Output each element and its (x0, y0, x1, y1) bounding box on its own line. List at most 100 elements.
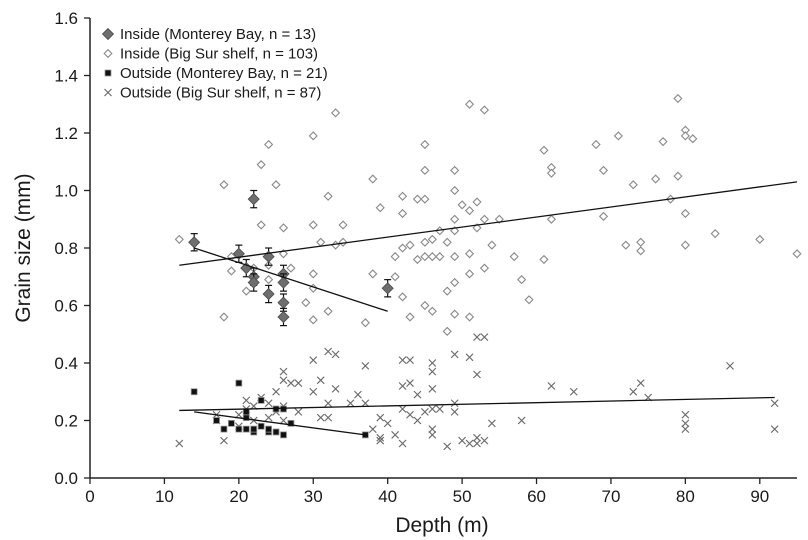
data-point (376, 413, 385, 422)
data-point (435, 405, 444, 413)
data-point (277, 276, 290, 289)
y-tick-label: 0.6 (54, 297, 78, 316)
data-point (324, 347, 333, 356)
y-axis-title: Grain size (mm) (12, 173, 35, 322)
x-tick-label: 30 (304, 487, 323, 506)
data-point (450, 165, 460, 175)
data-point (309, 387, 318, 396)
data-point (375, 203, 385, 213)
data-point (770, 425, 779, 434)
data-point (457, 200, 467, 210)
data-point (277, 310, 290, 324)
data-point (174, 234, 184, 244)
data-point (651, 174, 661, 184)
data-point (569, 387, 578, 396)
data-point (412, 254, 423, 265)
trend-line (193, 247, 388, 312)
data-point (464, 99, 475, 109)
data-point (465, 353, 474, 362)
data-point (397, 292, 408, 302)
data-point (316, 376, 325, 385)
data-point (598, 211, 609, 221)
data-point (420, 407, 429, 416)
data-point (264, 139, 274, 150)
data-point (428, 430, 437, 439)
x-tick-label: 90 (750, 487, 769, 506)
data-point (524, 295, 534, 305)
data-point (235, 425, 243, 433)
data-point (450, 185, 460, 196)
data-point (412, 194, 423, 204)
data-point (264, 413, 273, 422)
data-point (280, 405, 287, 413)
legend-label: Inside (Monterey Bay, n = 13) (120, 26, 316, 43)
data-point (628, 180, 638, 190)
data-point (376, 436, 385, 445)
data-point (428, 384, 437, 393)
legend-label: Inside (Big Sur shelf, n = 103) (120, 46, 318, 63)
data-point (279, 367, 288, 376)
data-point (241, 286, 251, 296)
data-point (726, 361, 734, 370)
data-point (546, 214, 556, 224)
data-point (279, 416, 288, 425)
data-point (294, 379, 303, 388)
data-point (256, 160, 266, 170)
data-point (450, 350, 459, 359)
data-point (368, 174, 378, 184)
data-point (546, 168, 556, 178)
data-point (770, 399, 779, 408)
legend-marker (104, 88, 112, 97)
data-point (427, 234, 437, 244)
data-point (464, 206, 475, 216)
data-point (480, 436, 489, 445)
data-point (613, 131, 623, 141)
data-point (242, 425, 250, 433)
data-point (473, 433, 481, 442)
data-point (792, 249, 802, 259)
legend-label: Outside (Big Sur shelf, n = 87) (120, 85, 321, 102)
data-point (338, 220, 348, 230)
data-point (479, 214, 490, 224)
y-tick-label: 1.6 (54, 9, 78, 28)
data-point (220, 436, 228, 445)
data-point (308, 131, 318, 141)
data-point (629, 387, 638, 396)
x-tick-label: 80 (676, 487, 695, 506)
data-point (264, 275, 274, 285)
data-point (294, 407, 303, 416)
data-point (450, 252, 460, 262)
data-point (287, 419, 295, 427)
data-point (680, 240, 690, 250)
data-point (368, 425, 377, 434)
data-point (406, 379, 414, 388)
data-point (480, 333, 489, 342)
data-point (427, 306, 437, 316)
data-point (278, 223, 289, 233)
data-point (636, 237, 646, 247)
data-point (487, 240, 497, 250)
data-point (175, 439, 184, 448)
data-point (250, 425, 258, 433)
data-point (287, 379, 295, 388)
data-point (346, 399, 355, 408)
data-point (680, 208, 690, 219)
data-point (450, 309, 460, 319)
y-tick-label: 0.2 (54, 412, 78, 431)
data-point (376, 433, 385, 442)
data-point (591, 139, 601, 150)
data-point (636, 379, 645, 388)
data-point (420, 165, 430, 175)
data-point (331, 384, 340, 393)
data-point (324, 413, 333, 422)
data-point (353, 390, 362, 399)
data-point (487, 419, 496, 428)
x-axis-title: Depth (m) (395, 514, 488, 537)
data-point (272, 428, 280, 436)
data-point (673, 171, 683, 181)
data-point (479, 105, 490, 115)
data-point (755, 234, 765, 244)
data-point (681, 425, 690, 434)
data-point (361, 399, 370, 408)
